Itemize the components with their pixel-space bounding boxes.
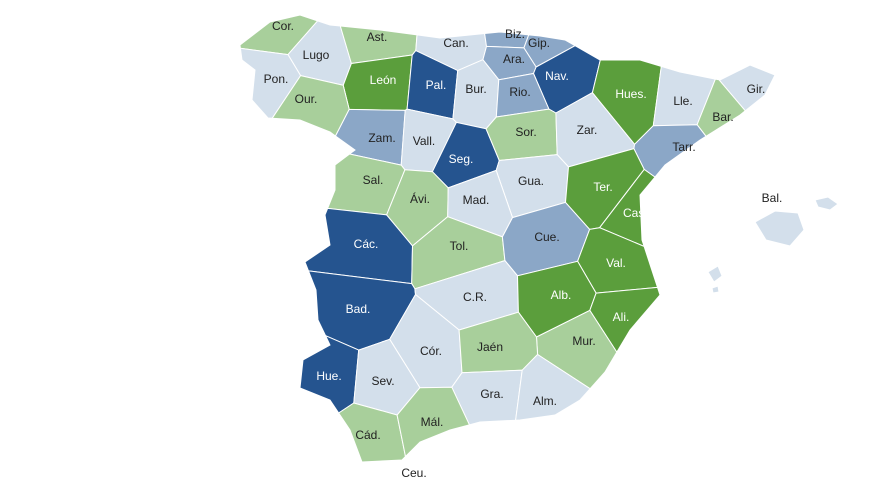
- province-label: Bad.: [346, 302, 371, 316]
- province-label: Ter.: [593, 180, 612, 194]
- province-label: Các.: [354, 237, 379, 251]
- province: [396, 386, 471, 458]
- province-label: Vall.: [413, 134, 435, 148]
- province-label: Nav.: [545, 69, 569, 83]
- province-label: Zar.: [577, 123, 598, 137]
- province-label: Cór.: [420, 344, 442, 358]
- province-label: Tarr.: [672, 140, 695, 154]
- province-label: Mál.: [421, 415, 444, 429]
- province: [271, 75, 350, 137]
- province: [338, 402, 407, 463]
- province-label: Can.: [443, 36, 468, 50]
- province-label: Cue.: [534, 230, 559, 244]
- province-label: Ali.: [613, 310, 630, 324]
- province-label: Cor.: [272, 19, 294, 33]
- province: [814, 196, 839, 211]
- province: [754, 210, 805, 247]
- province-label: Lle.: [673, 94, 692, 108]
- province-label: Gir.: [747, 82, 766, 96]
- province: [711, 285, 720, 294]
- province-label: Zam.: [368, 131, 395, 145]
- province-label: Tol.: [450, 239, 469, 253]
- province-label: Pon.: [264, 72, 289, 86]
- province: [239, 47, 302, 119]
- province-label: Gua.: [518, 174, 544, 188]
- province-label: Bur.: [465, 82, 486, 96]
- province-label: Cast.: [623, 206, 651, 220]
- province-label: Sal.: [363, 173, 384, 187]
- province: [515, 353, 591, 421]
- province-label: Bar.: [712, 110, 733, 124]
- province-label: Hues.: [615, 87, 646, 101]
- province-label: Rio.: [509, 85, 530, 99]
- labels: Cor. Lugo Ast. Can. Biz.Gip.Ara. Nav. León Pon.…: [264, 19, 783, 480]
- province-label: Alb.: [551, 288, 572, 302]
- province-label: Sor.: [515, 125, 536, 139]
- province-label: Ara.: [503, 52, 525, 66]
- province-label: Our.: [295, 92, 318, 106]
- province-label: Seg.: [449, 152, 474, 166]
- province-label: Ast.: [367, 30, 388, 44]
- province: [707, 265, 723, 283]
- province-label: Jaén: [477, 340, 503, 354]
- province-label: Biz.: [505, 27, 525, 41]
- province-label: Ceu.: [401, 466, 426, 480]
- province-label: Mur.: [572, 334, 595, 348]
- province-label: Val.: [606, 256, 626, 270]
- province-label: Bal.: [762, 191, 783, 205]
- province-label: Lugo: [303, 48, 330, 62]
- province-label: Ávi.: [410, 191, 430, 206]
- province-label: Mad.: [463, 193, 490, 207]
- province-label: Sev.: [371, 374, 394, 388]
- province-label: Alm.: [533, 394, 557, 408]
- province-label: C.R.: [463, 290, 487, 304]
- province-label: Cád.: [355, 428, 380, 442]
- province-label: León: [370, 73, 397, 87]
- province-label: Hue.: [316, 369, 341, 383]
- province-label: Pal.: [426, 78, 447, 92]
- provinces: [239, 14, 839, 463]
- province-label: Gip.: [528, 36, 550, 50]
- province-label: Gra.: [480, 387, 503, 401]
